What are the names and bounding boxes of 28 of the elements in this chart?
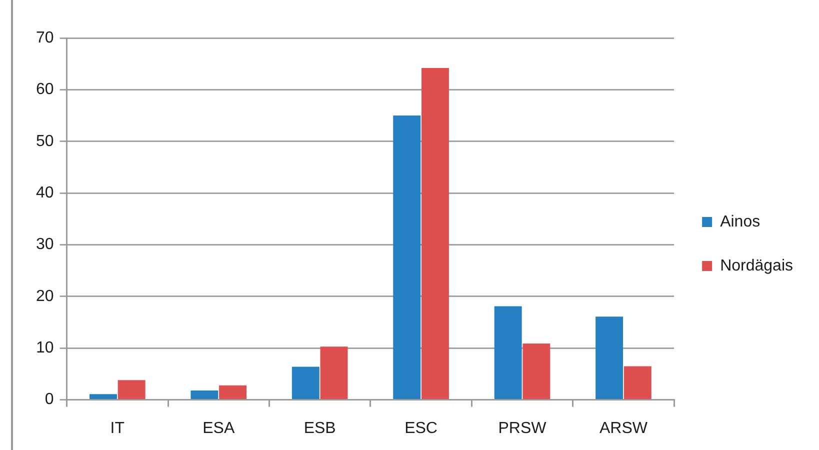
bar — [190, 390, 218, 400]
y-tick-label: 60 — [36, 81, 54, 98]
bar — [292, 366, 320, 400]
y-tick-label: 40 — [36, 184, 54, 202]
x-tick-label: IT — [110, 420, 125, 437]
bar — [522, 343, 550, 400]
legend-label: Ainos — [720, 213, 760, 230]
bar — [421, 68, 449, 400]
bar — [320, 346, 348, 400]
bar — [624, 366, 652, 400]
bar — [89, 394, 117, 400]
x-tick-label: ESA — [202, 420, 235, 437]
x-tick-label: ESC — [404, 420, 438, 437]
y-tick-label: 20 — [36, 288, 54, 305]
bar — [219, 385, 247, 400]
bar — [596, 316, 624, 400]
x-tick-label: ARSW — [599, 420, 648, 437]
y-tick-label: 10 — [36, 340, 54, 357]
y-tick-label: 50 — [36, 132, 54, 150]
legend-label: Nordägais — [720, 257, 794, 274]
bar — [393, 116, 421, 400]
x-tick-label: PRSW — [498, 420, 548, 437]
y-tick-label: 0 — [44, 391, 54, 408]
y-tick-label: 70 — [36, 29, 54, 46]
y-tick-label: 30 — [36, 236, 54, 254]
x-tick-label: ESB — [304, 420, 336, 437]
bar — [118, 380, 146, 400]
bar — [494, 306, 522, 400]
